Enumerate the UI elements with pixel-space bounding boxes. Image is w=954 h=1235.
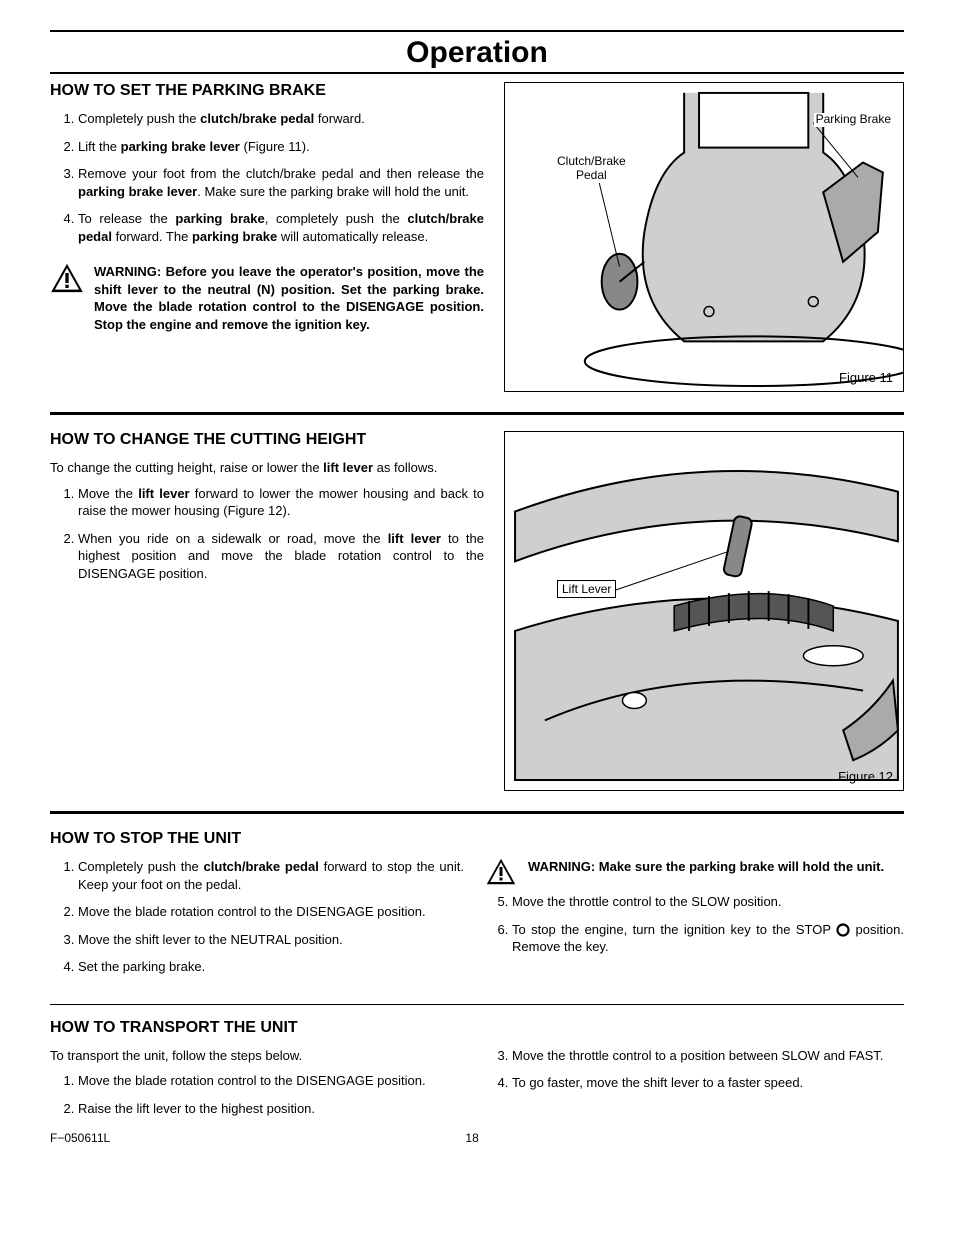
list-item: Move the throttle control to a position … xyxy=(512,1047,904,1065)
heading-transport-unit: HOW TO TRANSPORT THE UNIT xyxy=(50,1019,904,1037)
list-item: Remove your foot from the clutch/brake p… xyxy=(78,165,484,200)
list-parking-brake: Completely push the clutch/brake pedal f… xyxy=(50,110,484,245)
list-transport-left: Move the blade rotation control to the D… xyxy=(50,1072,464,1117)
figure-11-svg xyxy=(505,83,903,391)
section-transport-unit: HOW TO TRANSPORT THE UNIT To transport t… xyxy=(50,1019,904,1128)
callout-clutch-pedal: Clutch/Brake Pedal xyxy=(555,155,628,183)
section-divider xyxy=(50,1004,904,1005)
heading-stop-unit: HOW TO STOP THE UNIT xyxy=(50,830,904,848)
figure-12: Lift Lever Figure 12 xyxy=(504,431,904,791)
list-item: Lift the parking brake lever (Figure 11)… xyxy=(78,138,484,156)
page-title: Operation xyxy=(50,36,904,70)
list-item: Move the blade rotation control to the D… xyxy=(78,1072,464,1090)
warning-box: WARNING: Before you leave the operator's… xyxy=(50,263,484,333)
list-item: Set the parking brake. xyxy=(78,958,464,976)
stop-icon xyxy=(836,923,850,937)
warning-box: WARNING: Make sure the parking brake wil… xyxy=(484,858,904,885)
section-divider xyxy=(50,412,904,415)
callout-parking-brake: Parking Brake xyxy=(814,113,893,127)
intro-text: To transport the unit, follow the steps … xyxy=(50,1047,464,1065)
page-footer: F−050611L 18 xyxy=(50,1131,904,1145)
title-rule xyxy=(50,72,904,74)
warning-text: WARNING: Make sure the parking brake wil… xyxy=(528,858,884,876)
list-item: To go faster, move the shift lever to a … xyxy=(512,1074,904,1092)
list-item: Move the lift lever forward to lower the… xyxy=(78,485,484,520)
top-rule xyxy=(50,30,904,32)
section-stop-unit: HOW TO STOP THE UNIT Completely push the… xyxy=(50,830,904,986)
section-divider xyxy=(50,811,904,814)
list-transport-right: Move the throttle control to a position … xyxy=(484,1047,904,1092)
warning-icon xyxy=(50,263,84,293)
warning-icon xyxy=(484,858,518,885)
section-parking-brake: HOW TO SET THE PARKING BRAKE Completely … xyxy=(50,82,904,392)
footer-left: F−050611L xyxy=(50,1131,110,1145)
warning-text: WARNING: Before you leave the operator's… xyxy=(94,263,484,333)
list-item: Move the throttle control to the SLOW po… xyxy=(512,893,904,911)
footer-page-number: 18 xyxy=(465,1131,478,1145)
list-item: To stop the engine, turn the ignition ke… xyxy=(512,921,904,956)
list-item: When you ride on a sidewalk or road, mov… xyxy=(78,530,484,583)
heading-parking-brake: HOW TO SET THE PARKING BRAKE xyxy=(50,82,484,100)
heading-cutting-height: HOW TO CHANGE THE CUTTING HEIGHT xyxy=(50,431,484,449)
intro-text: To change the cutting height, raise or l… xyxy=(50,459,484,477)
figure-11-label: Figure 11 xyxy=(839,370,893,385)
figure-12-svg xyxy=(505,432,903,790)
list-item: Completely push the clutch/brake pedal f… xyxy=(78,110,484,128)
list-item: Move the shift lever to the NEUTRAL posi… xyxy=(78,931,464,949)
list-item: Move the blade rotation control to the D… xyxy=(78,903,464,921)
list-item: Raise the lift lever to the highest posi… xyxy=(78,1100,464,1118)
figure-12-label: Figure 12 xyxy=(838,769,893,784)
list-stop-left: Completely push the clutch/brake pedal f… xyxy=(50,858,464,976)
callout-lift-lever: Lift Lever xyxy=(557,580,616,598)
section-cutting-height: HOW TO CHANGE THE CUTTING HEIGHT To chan… xyxy=(50,431,904,791)
list-cutting-height: Move the lift lever forward to lower the… xyxy=(50,485,484,583)
list-item: To release the parking brake, completely… xyxy=(78,210,484,245)
list-stop-right: Move the throttle control to the SLOW po… xyxy=(484,893,904,956)
list-item: Completely push the clutch/brake pedal f… xyxy=(78,858,464,893)
figure-11: Clutch/Brake Pedal Parking Brake Figure … xyxy=(504,82,904,392)
